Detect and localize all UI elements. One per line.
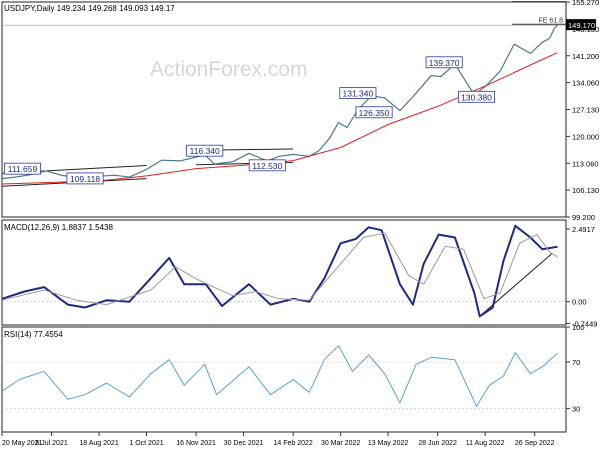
price-y-tick-label: 155.270 — [572, 0, 599, 7]
price-annotation-box — [355, 106, 393, 119]
macd-trend-line — [479, 253, 553, 317]
rsi-pane-frame — [1, 326, 567, 433]
price-annotation-label: 126.350 — [359, 108, 390, 118]
last-value-label: 149.170 — [568, 21, 595, 30]
price-annotation-box — [66, 172, 104, 185]
macd-pane-title: MACD(12,26,9) 1.8837 1.5438 — [4, 223, 113, 232]
x-tick-label: 18 Aug 2021 — [79, 440, 118, 447]
ohlc-high: 149.268 — [87, 4, 117, 13]
price-annotation-box — [186, 144, 224, 157]
macd-signal-line — [1, 232, 558, 306]
x-tick-label: 26 Sep 2022 — [515, 440, 555, 447]
price-line — [1, 24, 558, 180]
x-tick-label: 30 Mar 2022 — [321, 440, 360, 447]
price-pane-frame — [1, 1, 567, 218]
x-tick-label: 14 Feb 2022 — [274, 440, 313, 447]
price-y-tick-label: 106.130 — [572, 186, 599, 195]
macd-y-tick-label: -0.7449 — [572, 319, 597, 328]
x-tick-label: 20 May 2021 — [2, 440, 43, 447]
rsi-y-tick-label: 70 — [572, 358, 580, 367]
macd-y-tick-label: 2.4917 — [572, 225, 595, 234]
price-annotation-label: 109.118 — [70, 174, 100, 184]
price-annotation-label: 116.340 — [190, 146, 220, 156]
macd-pane-frame — [1, 219, 567, 326]
price-y-tick-label: 99.200 — [572, 213, 595, 222]
x-tick-label: 5 Jul 2021 — [35, 440, 67, 447]
x-tick-label: 16 Nov 2021 — [176, 440, 216, 447]
ohlc-low: 149.093 — [119, 4, 149, 13]
fib-level-label: FE 100.0 — [535, 0, 564, 2]
ema-line — [1, 52, 558, 185]
ohlc-open: 149.234 — [56, 4, 86, 13]
rsi-y-tick-label: 100 — [572, 323, 585, 332]
price-annotation-box — [339, 87, 377, 100]
rsi-pane-title: RSI(14) 77.4554 — [4, 330, 63, 339]
x-tick-label: 1 Oct 2021 — [129, 440, 163, 447]
x-tick-label: 11 Aug 2022 — [466, 440, 505, 447]
price-y-tick-label: 120.000 — [572, 132, 599, 141]
price-y-tick-label: 141.200 — [572, 52, 599, 61]
fib-level-label: FE 61.8 — [538, 17, 563, 24]
price-annotation-label: 131.340 — [343, 89, 374, 99]
price-annotation-label: 111.659 — [8, 164, 38, 174]
ohlc-close: 149.17 — [150, 4, 175, 13]
macd-line — [1, 224, 558, 318]
rsi-y-tick-label: 30 — [572, 405, 580, 414]
price-annotation-box — [3, 162, 41, 175]
price-annotation-label: 130.380 — [461, 92, 492, 102]
price-annotation-label: 139.370 — [429, 58, 460, 68]
price-y-tick-label: 134.060 — [572, 79, 599, 88]
rsi-line — [1, 345, 558, 407]
x-tick-label: 13 May 2022 — [368, 440, 409, 447]
watermark: ActionForex.com — [150, 58, 308, 81]
last-value-tag — [566, 19, 596, 31]
x-tick-label: 28 Jun 2022 — [418, 440, 457, 447]
price-y-tick-label: 113.060 — [572, 159, 599, 168]
price-annotation-box — [457, 90, 495, 103]
price-pane-title: USDJPY,Daily 149.234 149.268 149.093 149… — [4, 4, 175, 13]
price-annotation-box — [248, 159, 286, 172]
price-y-tick-label: 127.130 — [572, 106, 599, 115]
macd-y-tick-label: 0.00 — [572, 298, 587, 307]
x-tick-label: 30 Dec 2021 — [224, 440, 264, 447]
price-annotation-box — [425, 56, 463, 69]
symbol-label: USDJPY,Daily — [4, 4, 55, 13]
price-annotation-label: 112.530 — [252, 161, 282, 171]
